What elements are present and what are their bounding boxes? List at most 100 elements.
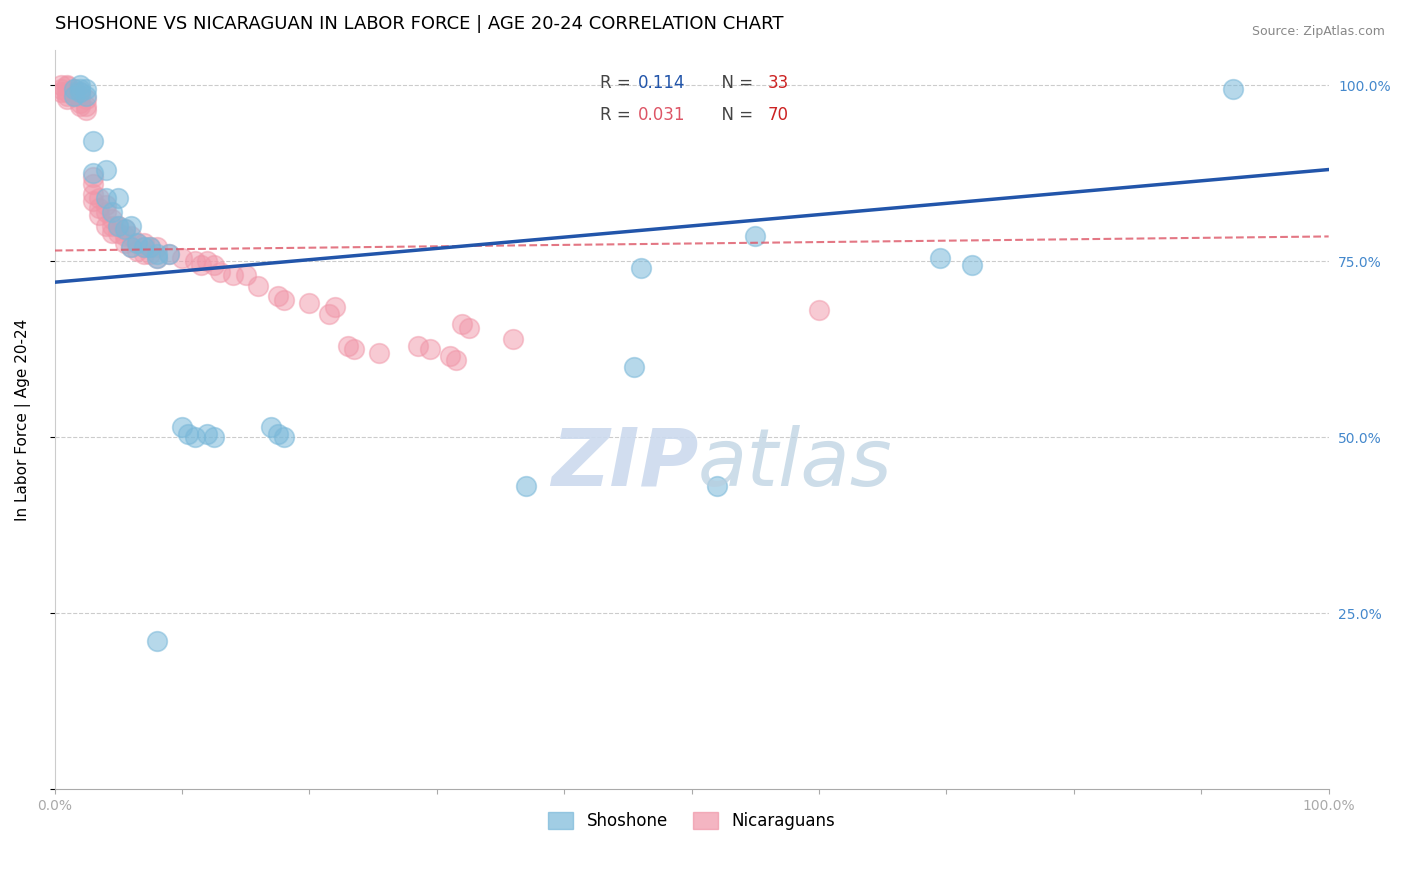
- Point: [101, 204, 124, 219]
- Text: ZIP: ZIP: [551, 425, 697, 503]
- Point: [94, 198, 117, 212]
- Point: [56, 78, 79, 92]
- Point: [502, 332, 524, 346]
- Point: [114, 236, 136, 251]
- Point: [69, 95, 91, 110]
- Point: [107, 191, 129, 205]
- Point: [132, 236, 155, 251]
- Point: [69, 85, 91, 99]
- Point: [120, 229, 142, 244]
- Text: SHOSHONE VS NICARAGUAN IN LABOR FORCE | AGE 20-24 CORRELATION CHART: SHOSHONE VS NICARAGUAN IN LABOR FORCE | …: [55, 15, 783, 33]
- Point: [82, 169, 104, 184]
- Point: [202, 258, 225, 272]
- Point: [127, 236, 149, 251]
- Point: [94, 204, 117, 219]
- Point: [62, 85, 84, 99]
- Point: [114, 229, 136, 244]
- Point: [89, 208, 111, 222]
- Text: 0.031: 0.031: [638, 106, 686, 124]
- Point: [323, 300, 346, 314]
- Point: [69, 85, 91, 99]
- Point: [114, 222, 136, 236]
- Point: [145, 634, 167, 648]
- Point: [75, 81, 97, 95]
- Point: [62, 81, 84, 95]
- Point: [177, 426, 200, 441]
- Point: [82, 134, 104, 148]
- Text: 70: 70: [768, 106, 789, 124]
- Point: [75, 103, 97, 117]
- Text: 0.114: 0.114: [638, 74, 686, 92]
- Point: [190, 258, 212, 272]
- Point: [120, 240, 142, 254]
- Point: [101, 219, 124, 233]
- Point: [107, 226, 129, 240]
- Text: R =: R =: [600, 74, 636, 92]
- Point: [273, 293, 295, 307]
- Legend: Shoshone, Nicaraguans: Shoshone, Nicaraguans: [541, 805, 842, 837]
- Point: [120, 240, 142, 254]
- Point: [62, 88, 84, 103]
- Point: [960, 258, 983, 272]
- Point: [49, 81, 72, 95]
- Point: [266, 426, 288, 441]
- Text: R =: R =: [600, 106, 636, 124]
- Point: [62, 88, 84, 103]
- Point: [222, 268, 245, 282]
- Point: [75, 92, 97, 106]
- Point: [202, 430, 225, 444]
- Point: [139, 240, 162, 254]
- Point: [145, 240, 167, 254]
- Point: [127, 236, 149, 251]
- Point: [145, 251, 167, 265]
- Point: [368, 345, 391, 359]
- Point: [197, 254, 219, 268]
- Point: [197, 426, 219, 441]
- Point: [56, 85, 79, 99]
- Point: [1222, 81, 1244, 95]
- Point: [120, 219, 142, 233]
- Point: [247, 278, 270, 293]
- Point: [94, 191, 117, 205]
- Point: [69, 99, 91, 113]
- Point: [82, 166, 104, 180]
- Point: [49, 78, 72, 92]
- Point: [132, 247, 155, 261]
- Point: [75, 99, 97, 113]
- Text: atlas: atlas: [697, 425, 893, 503]
- Point: [444, 352, 467, 367]
- Point: [170, 251, 193, 265]
- Point: [184, 430, 207, 444]
- Point: [82, 187, 104, 202]
- Point: [82, 194, 104, 209]
- Point: [457, 321, 479, 335]
- Point: [94, 162, 117, 177]
- Text: N =: N =: [711, 106, 758, 124]
- Point: [132, 240, 155, 254]
- Point: [145, 251, 167, 265]
- Point: [139, 240, 162, 254]
- Point: [101, 211, 124, 226]
- Point: [101, 226, 124, 240]
- Point: [56, 92, 79, 106]
- Point: [114, 222, 136, 236]
- Point: [623, 359, 645, 374]
- Point: [419, 342, 441, 356]
- Point: [127, 244, 149, 258]
- Point: [75, 88, 97, 103]
- Point: [515, 479, 537, 493]
- Point: [49, 85, 72, 99]
- Text: N =: N =: [711, 74, 758, 92]
- Point: [744, 229, 766, 244]
- Point: [808, 303, 831, 318]
- Point: [56, 88, 79, 103]
- Point: [184, 254, 207, 268]
- Point: [260, 419, 283, 434]
- Text: 33: 33: [768, 74, 789, 92]
- Point: [630, 261, 652, 276]
- Point: [89, 191, 111, 205]
- Point: [929, 251, 952, 265]
- Point: [107, 219, 129, 233]
- Point: [107, 219, 129, 233]
- Point: [235, 268, 257, 282]
